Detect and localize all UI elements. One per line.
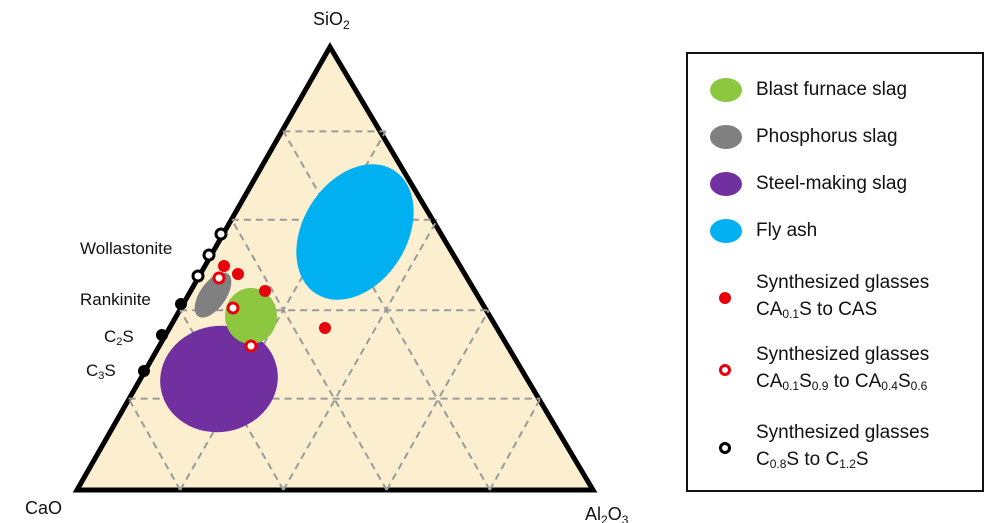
vertex-label-al2o3: Al2O3 [585,504,629,523]
legend-item-synthesized-ca01s09-ca04s06: Synthesized glasses CA0.1S0.9 to CA0.4S0… [688,342,982,398]
red-hollow-points [212,271,258,353]
vertex-label-sio2: SiO2 [313,9,350,32]
legend-label-syn2-range: CA0.1S0.9 to CA0.4S0.6 [756,371,928,393]
legend-label-syn1-title: Synthesized glasses [756,272,930,293]
legend-label-syn3-range: C0.8S to C1.2S [756,449,869,471]
legend-item-synthesized-ca01s-cas: Synthesized glasses CA0.1S to CAS [688,270,982,326]
legend-label-blast-furnace-slag: Blast furnace slag [756,79,908,100]
fly-ash-region [296,164,414,300]
mineral-points [138,298,187,377]
ternary-diagram: SiO2 CaO Al2O3 Wollastonite Rankinite C2… [25,9,629,523]
mineral-label-c2s: C2S [104,327,134,348]
black-hollow-points [191,227,228,283]
legend-item-synthesized-c08s-c12s: Synthesized glasses C0.8S to C1.2S [688,420,982,476]
legend-swatch-steel-making-slag [710,172,742,196]
legend-swatch-black-hollow-dot [719,442,731,454]
legend-swatch-red-hollow-dot [719,364,731,376]
legend-swatch-phosphorus-slag [710,125,742,149]
vertex-label-cao: CaO [25,498,62,518]
legend-label-syn2-title: Synthesized glasses [756,344,930,365]
mineral-label-wollastonite: Wollastonite [80,239,172,258]
legend-label-syn3-title: Synthesized glasses [756,422,930,443]
steel-making-slag-region [160,325,278,433]
mineral-label-c3s: C3S [86,361,116,382]
legend: Blast furnace slag Phosphorus slag Steel… [686,52,984,492]
legend-swatch-fly-ash [710,219,742,243]
legend-swatch-red-filled-dot [719,292,731,304]
blast-furnace-slag-region [225,288,277,344]
legend-label-fly-ash: Fly ash [756,220,818,241]
phosphorus-slag-region [194,272,232,318]
legend-label-steel-making-slag: Steel-making slag [756,173,908,194]
legend-label-syn1-range: CA0.1S to CAS [756,299,878,321]
legend-label-phosphorus-slag: Phosphorus slag [756,126,898,147]
mineral-label-rankinite: Rankinite [80,290,151,309]
red-filled-points [218,260,331,334]
legend-swatch-blast-furnace-slag [710,78,742,102]
